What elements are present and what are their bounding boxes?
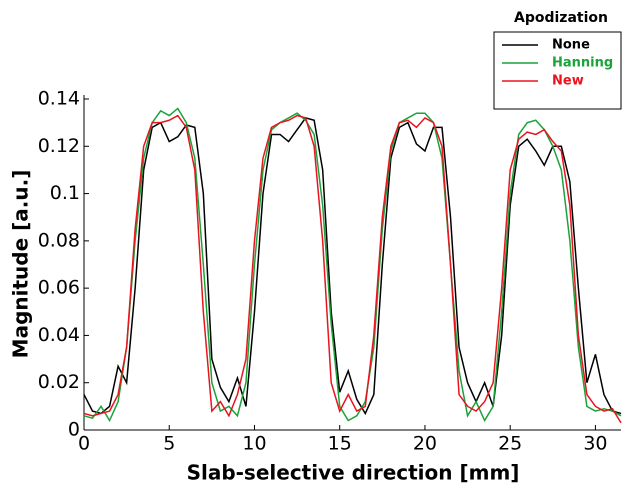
y-tick-label: 0.02 (38, 371, 80, 393)
x-tick-label: 20 (413, 433, 437, 455)
series-line (83, 114, 622, 424)
legend-label: New (552, 74, 584, 89)
y-axis-label: Magnitude [a.u.] (9, 170, 33, 359)
y-tick-label: 0 (68, 419, 80, 441)
y-tick-label: 0.06 (38, 277, 80, 299)
y-tick-label: 0.14 (38, 88, 80, 110)
x-tick-label: 10 (242, 433, 266, 455)
y-tick-label: 0.1 (50, 182, 80, 204)
series-line (83, 107, 622, 423)
legend-label: None (552, 38, 590, 53)
y-tick-label: 0.04 (38, 324, 80, 346)
x-tick-label: 30 (583, 433, 607, 455)
series-line (83, 117, 622, 416)
x-tick-label: 25 (498, 433, 522, 455)
x-axis-label: Slab-selective direction [mm] (187, 461, 520, 485)
legend-title: Apodization (514, 10, 608, 26)
x-tick-label: 15 (328, 433, 352, 455)
x-tick-label: 0 (78, 433, 90, 455)
y-tick-label: 0.12 (38, 135, 80, 157)
x-tick-label: 5 (163, 433, 175, 455)
legend-label: Hanning (552, 56, 613, 71)
y-tick-label: 0.08 (38, 229, 80, 251)
